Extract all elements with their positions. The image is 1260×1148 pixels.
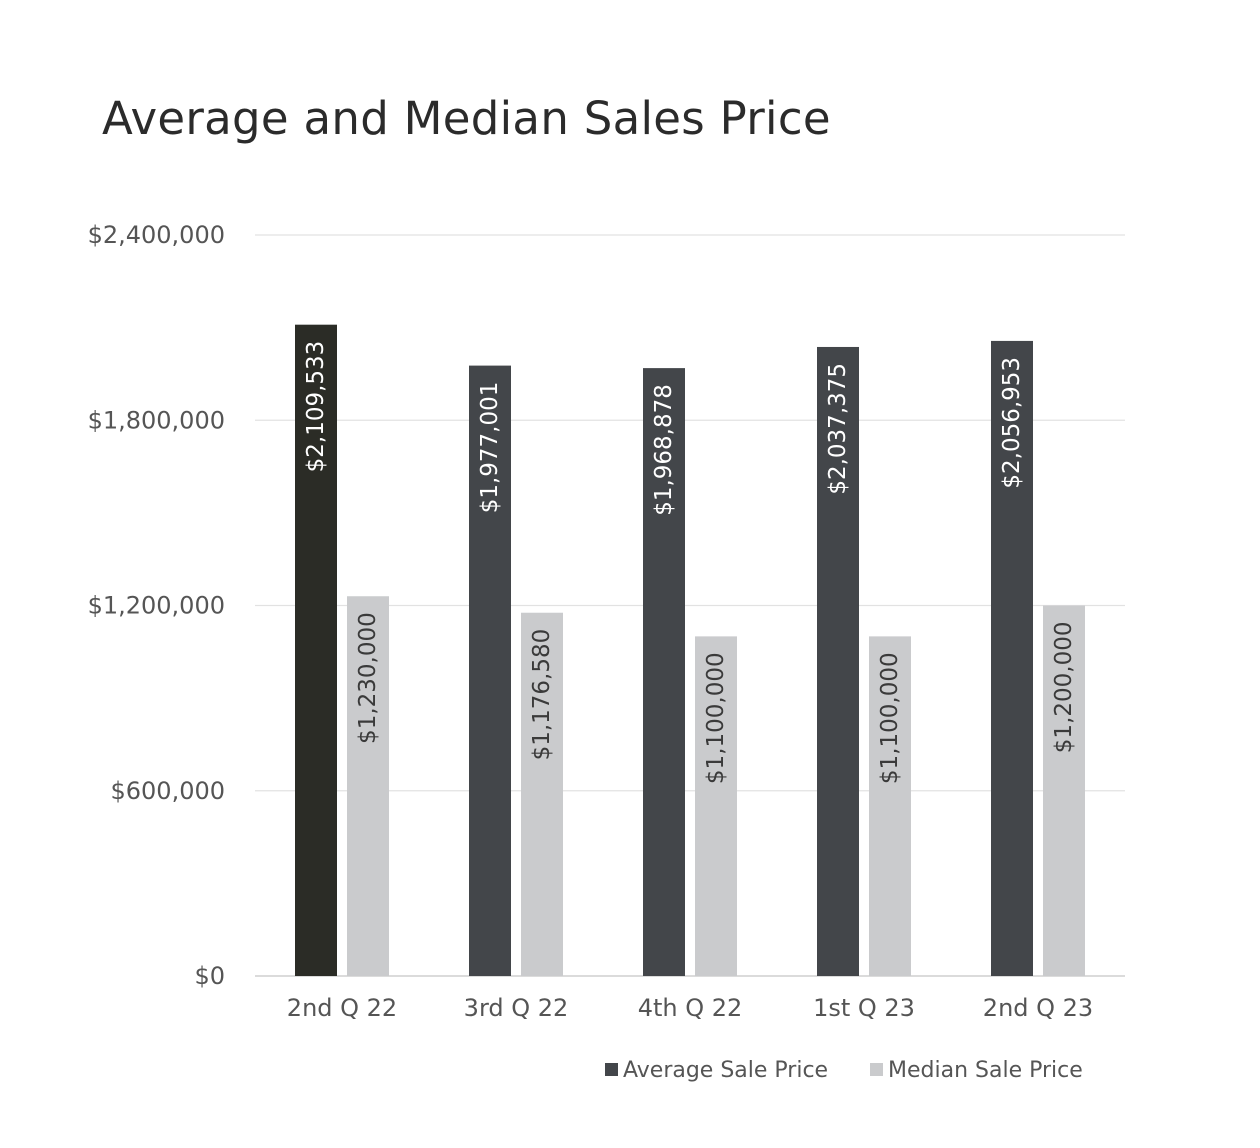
bar-median [869, 636, 911, 976]
bar-median [1043, 605, 1085, 976]
bar-average [817, 346, 859, 977]
bar-median [347, 596, 389, 976]
data-label: $2,037,375 [825, 363, 851, 495]
bar-average [991, 340, 1033, 976]
x-category-label: 2nd Q 22 [287, 994, 397, 1022]
bar-average [469, 365, 511, 976]
legend-label: Median Sale Price [888, 1058, 1083, 1083]
bar-average [295, 324, 337, 977]
bars [295, 324, 1085, 977]
data-labels: $2,109,533 $1,230,000 $1,977,001 $1,176,580… [303, 341, 1077, 784]
chart-title: Average and Median Sales Price [102, 92, 831, 145]
y-tick-label: $2,400,000 [88, 221, 225, 249]
data-label: $2,109,533 [303, 341, 329, 473]
legend: Average Sale Price Median Sale Price [605, 1058, 1083, 1083]
y-tick-label: $600,000 [110, 777, 225, 805]
y-tick-label: $1,800,000 [88, 406, 225, 434]
data-label: $1,176,580 [529, 629, 555, 761]
data-label: $1,977,001 [477, 382, 503, 514]
data-label: $2,056,953 [999, 357, 1025, 489]
data-label: $1,200,000 [1051, 622, 1077, 754]
legend-swatch [870, 1063, 883, 1076]
y-axis-ticks: $0 $600,000 $1,200,000 $1,800,000 $2,400,000 [88, 221, 225, 990]
bar-average [643, 368, 685, 977]
bar-median [521, 612, 563, 976]
data-label: $1,100,000 [877, 652, 903, 784]
x-category-label: 2nd Q 23 [983, 994, 1093, 1022]
data-label: $1,100,000 [703, 652, 729, 784]
x-category-label: 4th Q 22 [638, 994, 743, 1022]
x-axis-categories: 2nd Q 22 3rd Q 22 4th Q 22 1st Q 23 2nd Q 23 [287, 994, 1093, 1022]
gridlines [255, 234, 1125, 977]
bar-median [695, 636, 737, 976]
legend-swatch [605, 1063, 618, 1076]
y-tick-label: $0 [194, 962, 225, 990]
y-tick-label: $1,200,000 [88, 592, 225, 620]
legend-label: Average Sale Price [623, 1058, 828, 1083]
data-label: $1,968,878 [651, 384, 677, 516]
x-category-label: 1st Q 23 [813, 994, 915, 1022]
data-label: $1,230,000 [355, 612, 381, 744]
x-category-label: 3rd Q 22 [464, 994, 569, 1022]
